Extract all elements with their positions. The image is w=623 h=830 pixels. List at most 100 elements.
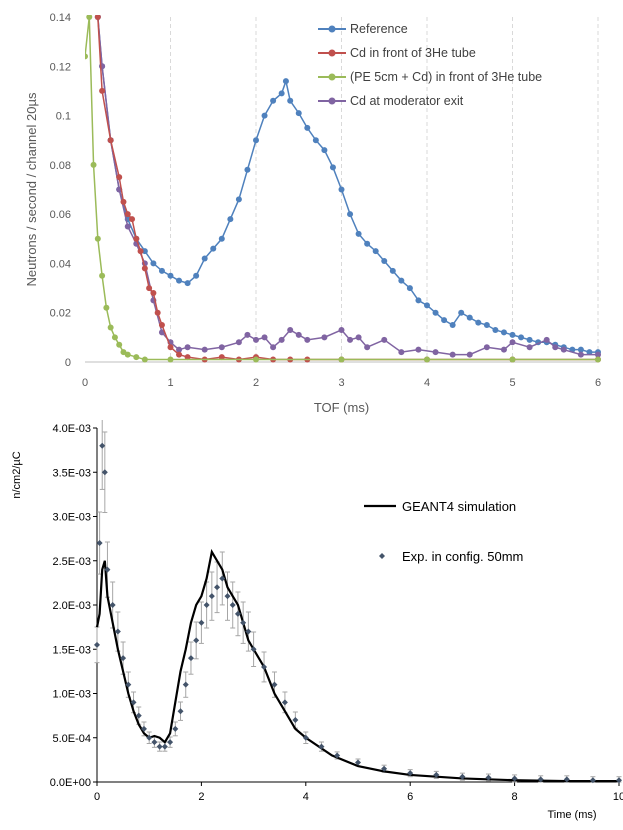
- data-point: [424, 356, 430, 363]
- data-point: [466, 314, 473, 321]
- data-point: [483, 344, 490, 351]
- data-point: [424, 302, 430, 309]
- data-point: [234, 610, 241, 617]
- data-point: [94, 641, 100, 648]
- legend-swatch-marker: [328, 25, 336, 33]
- data-point: [210, 245, 217, 252]
- cd-at-moderator-exit-series: [94, 15, 601, 358]
- data-point: [543, 336, 550, 343]
- data-point: [150, 290, 157, 296]
- data-point: [140, 725, 147, 732]
- x-axis-label: TOF (ms): [314, 400, 369, 415]
- y-tick-label: 2.0E-03: [52, 600, 91, 612]
- data-point: [509, 331, 516, 338]
- data-point: [124, 223, 131, 230]
- pe-5cm-cd-in-front-of-3he-tube-series: [85, 15, 601, 363]
- data-point: [304, 124, 311, 131]
- data-point: [552, 344, 559, 351]
- data-point: [616, 777, 622, 784]
- x-tick-label: 2: [253, 377, 259, 389]
- data-point: [295, 331, 302, 338]
- data-point: [292, 717, 299, 724]
- data-point: [287, 326, 294, 333]
- data-point: [176, 351, 183, 358]
- data-point: [595, 356, 601, 363]
- data-point: [334, 752, 341, 759]
- x-tick-label: 8: [512, 791, 518, 803]
- data-point: [282, 78, 289, 85]
- data-point: [433, 771, 440, 778]
- legend: Reference Cd in front of 3He tube (PE 5cm …: [318, 22, 542, 108]
- data-point: [338, 326, 345, 333]
- legend-label: Exp. in config. 50mm: [402, 549, 523, 564]
- y-tick-label: 3.5E-03: [52, 467, 91, 479]
- data-point: [99, 87, 106, 94]
- data-point: [483, 322, 490, 329]
- data-point: [124, 351, 131, 358]
- y-axis-label: Neutrons / second / channel 20µs: [24, 92, 39, 286]
- data-point: [355, 230, 362, 237]
- data-point: [253, 137, 259, 144]
- data-point: [577, 351, 584, 358]
- data-point: [389, 267, 396, 274]
- y-tick-label: 2.5E-03: [52, 556, 91, 568]
- data-point: [398, 277, 405, 284]
- data-point: [509, 356, 516, 363]
- data-point: [595, 351, 601, 358]
- y-tick-label: 5.0E-04: [52, 733, 91, 745]
- reference-line: [97, 16, 598, 353]
- data-point: [90, 161, 97, 168]
- data-point: [94, 15, 101, 20]
- data-point: [201, 346, 208, 353]
- cd-in-front-of-3he-tube-line: [97, 16, 598, 361]
- data-point: [193, 637, 200, 644]
- data-point: [218, 354, 225, 361]
- y-tick-label: 0.14: [50, 12, 71, 24]
- data-point: [137, 248, 144, 255]
- data-point: [176, 346, 183, 353]
- data-point: [167, 272, 174, 279]
- data-point: [253, 356, 259, 363]
- data-point: [355, 759, 361, 766]
- legend-swatch-marker: [328, 73, 336, 81]
- exp-markers: [94, 442, 622, 784]
- data-point: [184, 354, 191, 361]
- data-point: [381, 765, 388, 772]
- x-tick-label: 10: [613, 791, 623, 803]
- x-axis-label: Time (ms): [547, 809, 596, 821]
- data-point: [432, 349, 439, 356]
- data-point: [208, 593, 215, 600]
- data-point: [278, 336, 285, 343]
- data-point: [172, 725, 179, 732]
- data-point: [261, 663, 268, 670]
- data-point: [458, 309, 465, 316]
- data-point: [124, 211, 131, 218]
- data-point: [364, 240, 371, 247]
- data-point: [398, 349, 405, 356]
- data-point: [518, 334, 525, 341]
- data-point: [250, 646, 257, 653]
- y-tick-label: 1.0E-03: [52, 689, 91, 701]
- legend-label: Reference: [350, 22, 408, 36]
- data-point: [130, 699, 137, 706]
- data-point: [167, 739, 174, 746]
- data-point: [287, 97, 294, 104]
- data-point: [338, 356, 345, 363]
- data-point: [156, 743, 163, 750]
- data-point: [253, 336, 259, 343]
- data-point: [321, 334, 328, 341]
- data-point: [240, 619, 247, 626]
- data-point: [500, 329, 507, 336]
- x-tick-label: 0: [82, 377, 88, 389]
- data-point: [107, 137, 114, 144]
- data-point: [526, 336, 533, 343]
- data-point: [167, 356, 174, 363]
- x-tick-label: 2: [198, 791, 204, 803]
- data-point: [441, 317, 448, 324]
- y-tick-label: 0: [65, 357, 71, 369]
- data-point: [133, 235, 140, 242]
- data-point: [563, 776, 570, 783]
- data-point: [415, 346, 422, 353]
- data-point: [500, 346, 507, 353]
- x-tick-label: 3: [338, 377, 344, 389]
